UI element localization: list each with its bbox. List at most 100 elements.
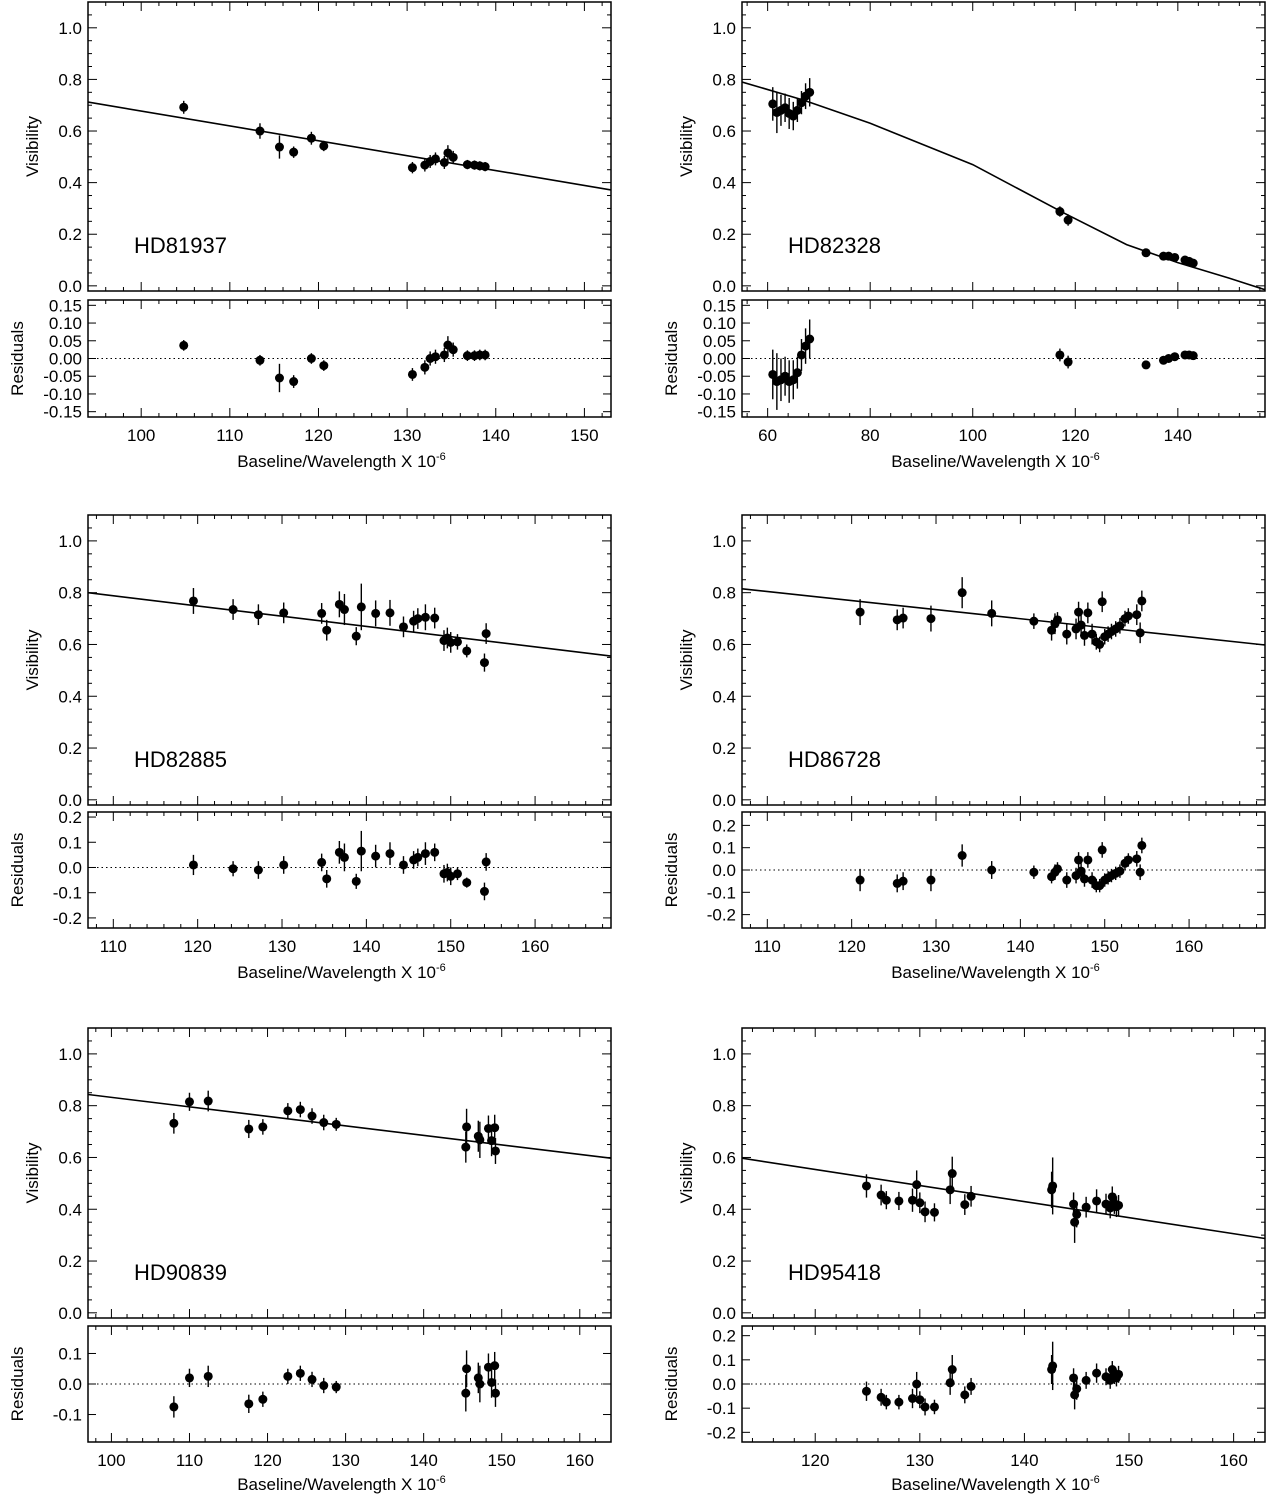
visibility-point bbox=[306, 133, 316, 143]
model-fit-line bbox=[742, 588, 1265, 646]
visibility-point bbox=[1097, 597, 1107, 607]
visibility-point bbox=[274, 142, 284, 152]
visibility-plot-frame bbox=[87, 1, 612, 292]
y-tick-label: 0.8 bbox=[712, 584, 736, 603]
residual-point bbox=[317, 857, 327, 867]
y-tick-label: 0.8 bbox=[58, 584, 82, 603]
residual-point bbox=[448, 345, 458, 355]
visibility-point bbox=[430, 154, 440, 164]
residual-point bbox=[947, 1365, 957, 1374]
visibility-point bbox=[960, 1200, 970, 1210]
visibility-point bbox=[929, 1207, 939, 1217]
x-tick-label: 120 bbox=[801, 1451, 829, 1470]
visibility-point bbox=[926, 614, 936, 624]
residual-point bbox=[1092, 1368, 1102, 1378]
panel-hd82885: 110 120 130 140 150 160 Baseline/Wavelength X … bbox=[8, 514, 612, 982]
visibility-axis-label: Visibility bbox=[677, 1142, 696, 1204]
visibility-point bbox=[461, 1142, 471, 1152]
x-tick-label: 140 bbox=[409, 1451, 437, 1470]
model-fit-line bbox=[88, 591, 611, 657]
x-axis-label-exponent: -6 bbox=[1090, 1474, 1100, 1486]
visibility-point bbox=[1069, 1199, 1079, 1209]
visibility-point bbox=[479, 658, 489, 668]
residual-point bbox=[1188, 351, 1198, 361]
visibility-point bbox=[987, 608, 997, 618]
y-tick-label: 1.0 bbox=[58, 532, 82, 551]
visibility-plot-frame bbox=[741, 1, 1266, 292]
residual-point bbox=[960, 1390, 970, 1400]
residual-point bbox=[319, 361, 329, 371]
res-y-tick-label: -0.1 bbox=[707, 1399, 736, 1418]
visibility-point bbox=[1141, 248, 1151, 258]
res-y-tick-label: 0.2 bbox=[712, 1327, 736, 1346]
res-y-tick-label: 0.0 bbox=[712, 1375, 736, 1394]
residual-point bbox=[1137, 840, 1147, 850]
residuals-axis-label: Residuals bbox=[8, 1347, 27, 1422]
visibility-point bbox=[881, 1195, 891, 1205]
visibility-point bbox=[452, 637, 462, 647]
visibility-point bbox=[966, 1191, 976, 1201]
model-fit-line bbox=[88, 101, 611, 191]
residual-point bbox=[475, 1379, 485, 1389]
x-axis-label-exponent: -6 bbox=[436, 1474, 446, 1486]
residual-point bbox=[481, 857, 491, 867]
residual-point bbox=[1076, 866, 1086, 876]
x-axis-label-text: Baseline/Wavelength X 10 bbox=[891, 963, 1090, 982]
res-y-tick-label: -0.05 bbox=[697, 367, 736, 386]
residual-point bbox=[987, 865, 997, 875]
y-tick-label: 0.8 bbox=[712, 70, 736, 89]
x-axis-label-text: Baseline/Wavelength X 10 bbox=[237, 1475, 436, 1494]
residual-point bbox=[439, 350, 449, 360]
residual-point bbox=[283, 1371, 293, 1381]
x-tick-label: 140 bbox=[352, 937, 380, 956]
residual-point bbox=[1132, 854, 1142, 864]
star-name-label: HD86728 bbox=[788, 747, 881, 772]
visibility-point bbox=[1074, 607, 1084, 617]
visibility-point bbox=[331, 1119, 341, 1129]
visibility-point bbox=[1079, 630, 1089, 640]
visibility-point bbox=[448, 152, 458, 162]
y-tick-label: 0.2 bbox=[712, 225, 736, 244]
star-name-label: HD82885 bbox=[134, 747, 227, 772]
residual-point bbox=[768, 369, 778, 379]
x-axis-label: Baseline/Wavelength X 10-6 bbox=[891, 451, 1100, 471]
res-y-tick-label: 0.05 bbox=[703, 332, 736, 351]
residual-point bbox=[184, 1373, 194, 1383]
res-y-tick-label: -0.15 bbox=[43, 403, 82, 422]
x-axis-label-exponent: -6 bbox=[1090, 962, 1100, 974]
visibility-axis-label: Visibility bbox=[677, 629, 696, 691]
residuals-axis-label: Residuals bbox=[662, 1347, 681, 1422]
residual-point bbox=[295, 1368, 305, 1378]
residual-point bbox=[479, 886, 489, 896]
y-tick-label: 0.4 bbox=[712, 687, 736, 706]
y-tick-label: 0.0 bbox=[712, 1304, 736, 1323]
residual-point bbox=[1048, 1361, 1058, 1371]
visibility-point bbox=[407, 163, 417, 173]
residual-point bbox=[1079, 874, 1089, 884]
y-tick-label: 0.2 bbox=[58, 225, 82, 244]
residual-point bbox=[306, 354, 316, 363]
x-tick-label: 120 bbox=[183, 937, 211, 956]
residual-point bbox=[792, 368, 802, 378]
panel-hd81937: 100 110 120 130 140 150 Baseline/Wavelength X … bbox=[8, 1, 612, 471]
visibility-point bbox=[279, 608, 289, 618]
visibility-point bbox=[947, 1169, 957, 1179]
y-tick-label: 0.8 bbox=[712, 1097, 736, 1116]
residual-point bbox=[452, 869, 462, 879]
visibility-axis-label: Visibility bbox=[23, 115, 42, 177]
star-name-label: HD81937 bbox=[134, 233, 227, 258]
visibility-point bbox=[307, 1111, 317, 1121]
x-axis-label-text: Baseline/Wavelength X 10 bbox=[237, 452, 436, 471]
visibility-point bbox=[1188, 258, 1198, 268]
visibility-point bbox=[490, 1146, 500, 1156]
model-fit-line bbox=[742, 1157, 1265, 1240]
visibility-point bbox=[945, 1185, 955, 1195]
residual-point bbox=[861, 1386, 871, 1396]
visibility-point bbox=[413, 614, 423, 624]
visibility-point bbox=[1087, 629, 1097, 639]
x-tick-label: 130 bbox=[393, 426, 421, 445]
visibility-point bbox=[475, 1135, 485, 1145]
visibility-point bbox=[855, 607, 865, 617]
residual-point bbox=[258, 1394, 268, 1404]
